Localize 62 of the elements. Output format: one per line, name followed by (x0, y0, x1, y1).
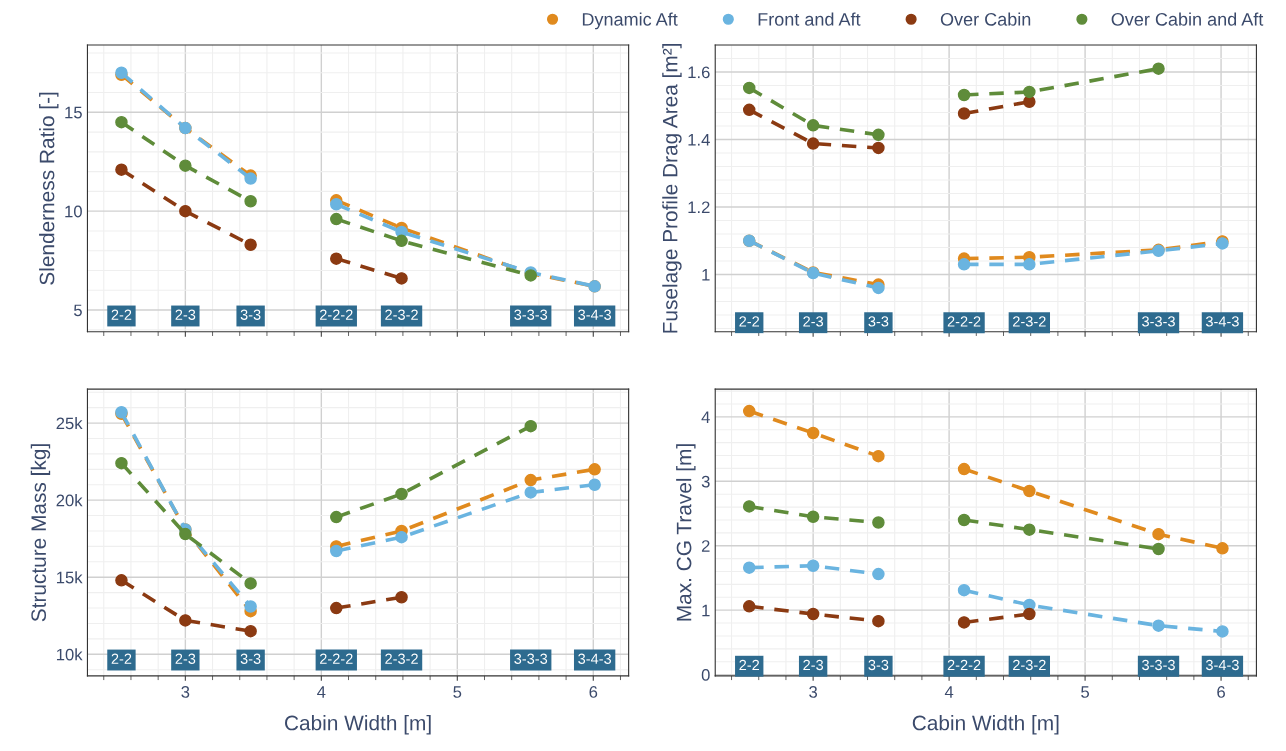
y-tick-label: 3 (701, 475, 710, 488)
annotation: 3-3 (240, 309, 261, 320)
annotation: 3-3-3 (514, 653, 548, 664)
annotation: 2-3-2 (1013, 659, 1046, 671)
annotation: 2-2-2 (320, 309, 353, 320)
x-tick-label: 5 (1081, 686, 1090, 698)
y-axis-title: Fuselage Profile Drag Area [m²] (662, 44, 682, 333)
y-tick-label: 0 (701, 669, 710, 681)
annotation: 2-3 (175, 653, 196, 664)
annotation: 2-2 (739, 316, 760, 327)
x-axis-title: Cabin Width [m] (285, 715, 431, 735)
x-tick-label: 3 (809, 686, 818, 698)
annotation: 2-3 (175, 309, 196, 320)
annotation: 3-3 (868, 659, 889, 671)
y-tick-label: 1.6 (688, 66, 710, 79)
legend-label: Over Cabin (940, 12, 1031, 26)
y-tick-label: 4 (701, 411, 710, 423)
legend-label: Over Cabin and Aft (1111, 12, 1264, 26)
legend-label: Dynamic Aft (582, 12, 678, 30)
y-tick-label: 1.4 (688, 134, 710, 146)
y-tick-label: 15k (56, 571, 83, 584)
y-tick-label: 1 (702, 604, 710, 617)
annotation: 2-2-2 (947, 659, 981, 671)
x-tick-label: 6 (1217, 686, 1225, 698)
y-axis-title: Structure Mass [kg] (30, 444, 51, 622)
y-axis-title: Slenderness Ratio [-] (39, 92, 59, 285)
y-tick-label: 15 (65, 106, 82, 119)
annotation: 3-3-3 (514, 309, 548, 320)
y-tick-label: 25k (56, 417, 83, 430)
annotation: 3-3-3 (1142, 659, 1175, 671)
y-tick-label: 2 (701, 540, 710, 552)
y-tick-label: 1 (702, 269, 710, 281)
annotation: 3-3 (240, 653, 261, 664)
annotation: 2-2 (111, 653, 132, 664)
y-tick-label: 5 (73, 304, 82, 317)
annotation: 2-3-2 (1013, 316, 1046, 327)
annotation: 2-2 (111, 309, 132, 320)
x-axis-title: Cabin Width [m] (912, 715, 1059, 735)
y-tick-label: 20k (56, 494, 83, 507)
annotation: 2-3-2 (385, 653, 418, 664)
x-tick-label: 4 (944, 686, 954, 698)
annotation: 3-3 (868, 316, 889, 327)
x-tick-label: 4 (317, 686, 326, 698)
annotation: 2-3-2 (385, 309, 418, 320)
annotation: 2-2 (739, 659, 760, 671)
x-tick-label: 6 (589, 686, 598, 698)
annotation: 3-4-3 (578, 653, 612, 664)
annotation: 2-2-2 (947, 316, 981, 327)
y-tick-label: 1.2 (688, 201, 710, 214)
annotation: 3-4-3 (1205, 659, 1239, 671)
annotation: 3-4-3 (1205, 316, 1239, 327)
y-axis-title: Max. CG Travel [m] (676, 444, 696, 621)
annotation: 3-3-3 (1142, 316, 1175, 327)
annotation: 2-3 (803, 316, 824, 327)
annotation: 3-4-3 (578, 309, 612, 320)
y-tick-label: 10 (65, 205, 82, 218)
annotation: 2-3 (803, 659, 824, 671)
x-tick-label: 5 (453, 686, 462, 698)
x-tick-label: 3 (181, 686, 190, 698)
legend-label: Front and Aft (758, 12, 861, 26)
annotation: 2-2-2 (320, 653, 353, 664)
y-tick-label: 10k (56, 648, 83, 661)
